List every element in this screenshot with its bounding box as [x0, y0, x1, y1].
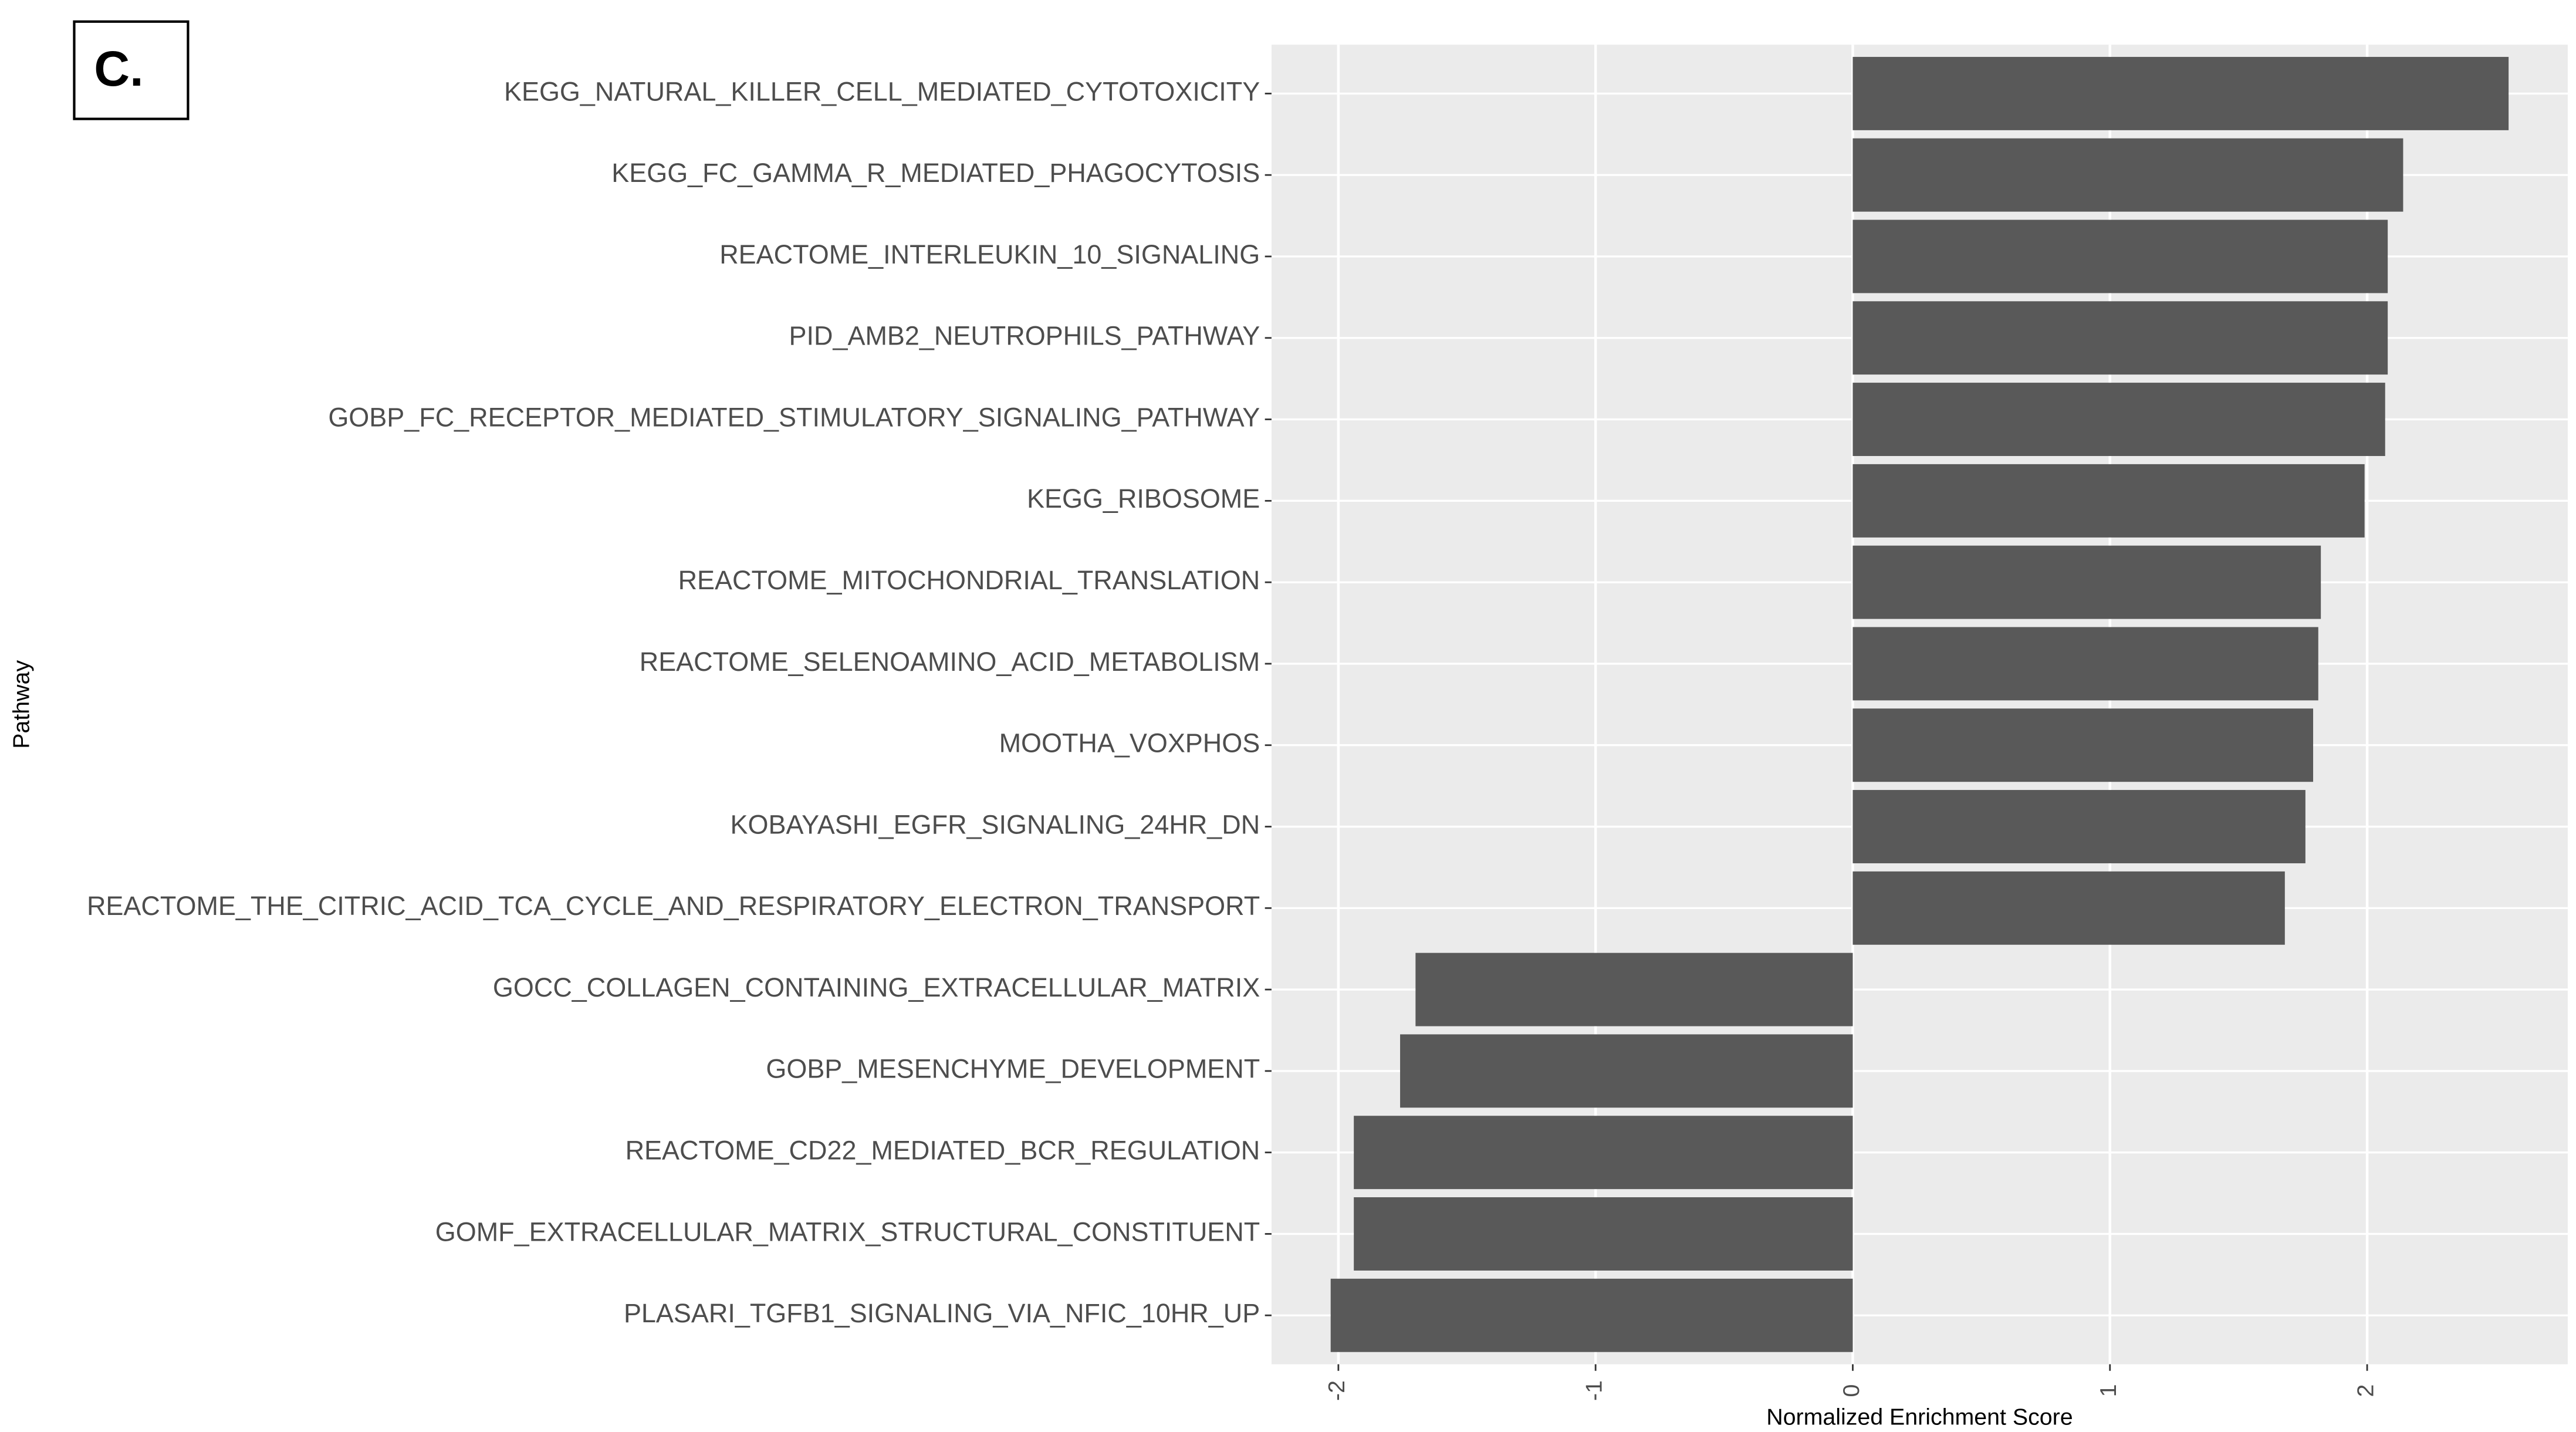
x-tick-label: 1 — [2095, 1384, 2121, 1397]
y-tick-label: REACTOME_MITOCHONDRIAL_TRANSLATION — [678, 565, 1260, 595]
x-tick-label: -1 — [1581, 1380, 1607, 1401]
bar — [1354, 1116, 1853, 1190]
y-tick-label: GOMF_EXTRACELLULAR_MATRIX_STRUCTURAL_CON… — [435, 1217, 1260, 1247]
bar — [1354, 1197, 1853, 1271]
bar — [1852, 138, 2403, 212]
bar — [1852, 545, 2321, 619]
x-tick-label: -2 — [1324, 1380, 1350, 1401]
x-tick-label: 2 — [2352, 1384, 2378, 1397]
y-axis-title: Pathway — [9, 660, 35, 749]
y-tick-label: GOCC_COLLAGEN_CONTAINING_EXTRACELLULAR_M… — [493, 972, 1260, 1002]
y-tick-label: KEGG_NATURAL_KILLER_CELL_MEDIATED_CYTOTO… — [504, 76, 1260, 106]
bar — [1852, 464, 2365, 538]
bar — [1330, 1278, 1853, 1352]
y-tick-label: REACTOME_SELENOAMINO_ACID_METABOLISM — [640, 647, 1260, 677]
y-tick-label: REACTOME_INTERLEUKIN_10_SIGNALING — [719, 239, 1260, 269]
bar — [1415, 953, 1853, 1026]
y-tick-label: MOOTHA_VOXPHOS — [999, 728, 1260, 758]
y-tick-label: KEGG_RIBOSOME — [1027, 484, 1260, 514]
y-tick-label: KEGG_FC_GAMMA_R_MEDIATED_PHAGOCYTOSIS — [611, 158, 1260, 188]
bar — [1852, 790, 2305, 863]
y-tick-label: KOBAYASHI_EGFR_SIGNALING_24HR_DN — [731, 809, 1260, 839]
y-tick-label: GOBP_MESENCHYME_DEVELOPMENT — [766, 1054, 1260, 1084]
bar — [1852, 56, 2509, 130]
bar — [1852, 301, 2388, 375]
x-axis-title: Normalized Enrichment Score — [1766, 1404, 2073, 1430]
panel-label: C. — [94, 41, 143, 96]
y-tick-label: PLASARI_TGFB1_SIGNALING_VIA_NFIC_10HR_UP — [624, 1298, 1260, 1328]
y-tick-label: REACTOME_THE_CITRIC_ACID_TCA_CYCLE_AND_R… — [87, 891, 1260, 921]
bar — [1400, 1034, 1853, 1108]
bar — [1852, 708, 2314, 782]
panel-label-box — [73, 20, 190, 120]
y-tick-label: REACTOME_CD22_MEDIATED_BCR_REGULATION — [626, 1136, 1260, 1166]
y-tick-label: GOBP_FC_RECEPTOR_MEDIATED_STIMULATORY_SI… — [328, 402, 1260, 432]
bar — [1852, 219, 2388, 293]
y-tick-label: PID_AMB2_NEUTROPHILS_PATHWAY — [789, 321, 1260, 351]
bar — [1852, 871, 2285, 945]
bar — [1852, 383, 2385, 457]
x-tick-label: 0 — [1838, 1384, 1864, 1397]
bar — [1852, 627, 2318, 701]
